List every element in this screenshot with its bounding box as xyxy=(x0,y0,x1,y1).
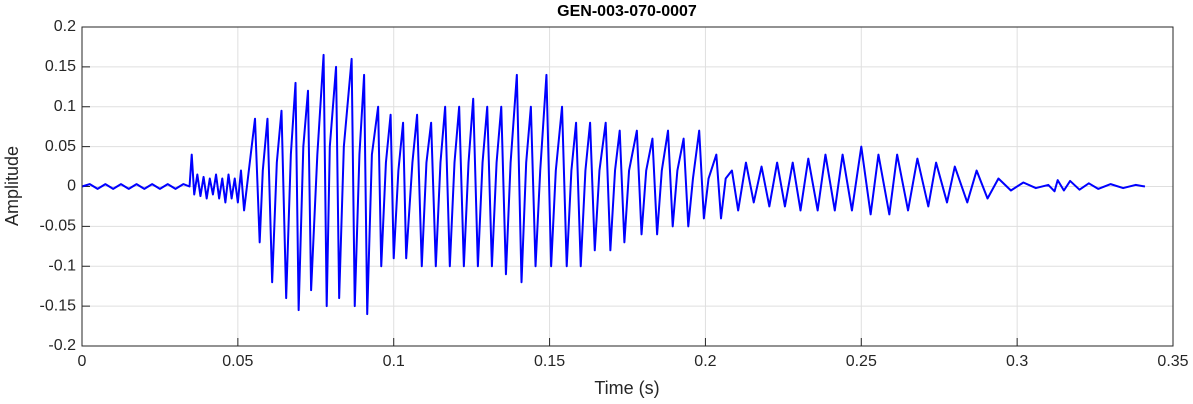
x-tick-label: 0 xyxy=(78,353,87,370)
y-tick-label: 0.1 xyxy=(54,98,76,115)
signal-line xyxy=(81,53,1146,316)
y-tick-label: -0.2 xyxy=(48,337,76,354)
y-tick-label: 0.15 xyxy=(45,58,76,75)
x-tick-label: 0.1 xyxy=(383,353,405,370)
x-tick-label: 0.2 xyxy=(694,353,716,370)
y-tick-label: 0 xyxy=(67,178,76,195)
x-tick-label: 0.3 xyxy=(1006,353,1028,370)
chart-title: GEN-003-070-0007 xyxy=(557,3,697,20)
y-tick-label: 0.05 xyxy=(45,138,76,155)
y-tick-label: -0.15 xyxy=(40,297,77,314)
x-tick-label: 0.15 xyxy=(534,353,565,370)
y-tick-label: -0.1 xyxy=(48,257,76,274)
x-tick-label: 0.35 xyxy=(1157,353,1188,370)
y-tick-label: -0.05 xyxy=(40,218,77,235)
plot-frame xyxy=(81,26,1174,347)
x-axis-label: Time (s) xyxy=(594,378,659,398)
x-tick-label: 0.05 xyxy=(222,353,253,370)
x-tick-label: 0.25 xyxy=(846,353,877,370)
y-axis-label: Amplitude xyxy=(2,146,22,226)
y-tick-label: 0.2 xyxy=(54,18,76,35)
